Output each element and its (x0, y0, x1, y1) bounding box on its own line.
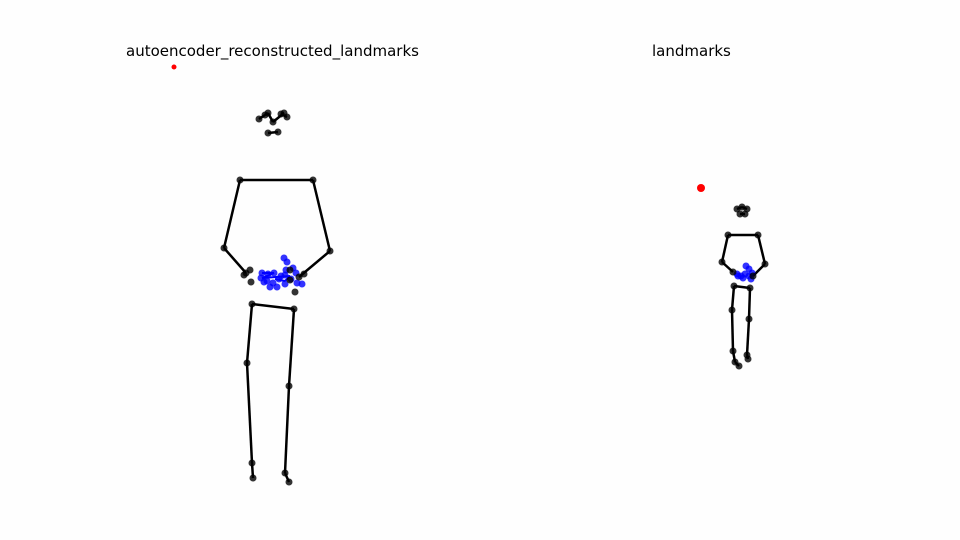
hand-landmark (266, 283, 274, 291)
pose-landmark (280, 109, 288, 117)
panel-landmarks (697, 184, 769, 370)
pose-landmark (718, 258, 726, 266)
pose-edge (730, 285, 736, 311)
hand-landmark (745, 265, 753, 273)
pose-landmark (736, 210, 744, 218)
pose-landmark (286, 266, 294, 274)
pose-landmark (243, 359, 251, 367)
pose-landmark (248, 459, 256, 467)
pose-landmark (291, 288, 299, 296)
pose-edge (745, 318, 751, 356)
pose-landmark (286, 276, 294, 284)
pose-landmark (246, 266, 254, 274)
pose-landmark (326, 247, 334, 255)
pose-landmark (744, 355, 752, 363)
pose-edge (223, 247, 247, 274)
pose-landmark (724, 231, 732, 239)
pose-edge (245, 303, 254, 364)
pose-landmark (749, 272, 757, 280)
pose-landmark (754, 231, 762, 239)
pose-landmark (729, 268, 737, 276)
hand-landmark (298, 280, 306, 288)
pose-edge (222, 179, 242, 249)
pose-landmark (300, 270, 308, 278)
hand-edge (274, 278, 286, 282)
pose-landmark (240, 271, 248, 279)
pose-landmark (285, 382, 293, 390)
pose-edge (251, 302, 295, 311)
hand-landmark (734, 272, 742, 280)
pose-landmark (290, 305, 298, 313)
pose-edge (747, 287, 752, 320)
hand-landmark (281, 280, 289, 288)
pose-edge (730, 309, 735, 352)
pose-landmark (247, 278, 255, 286)
pose-landmark (264, 129, 272, 137)
hand-landmark (260, 278, 268, 286)
pose-landmark (281, 469, 289, 477)
hand-landmark (273, 283, 281, 291)
panel-title-landmarks: landmarks (652, 42, 731, 60)
panel-title-reconstructed: autoencoder_reconstructed_landmarks (126, 42, 419, 60)
pose-landmark (730, 282, 738, 290)
pose-landmark (249, 474, 257, 482)
pose-landmark (274, 128, 282, 136)
pose-landmark (746, 284, 754, 292)
pose-landmark (745, 315, 753, 323)
pose-landmark (248, 300, 256, 308)
pose-landmark (728, 306, 736, 314)
pose-edge (283, 385, 291, 474)
pose-landmark (236, 176, 244, 184)
pose-landmark (741, 210, 749, 218)
hand-landmark (283, 258, 291, 266)
red-marker (697, 184, 705, 192)
pose-landmark (220, 244, 228, 252)
pose-landmark (761, 260, 769, 268)
panel-reconstructed (171, 64, 334, 486)
pose-landmark (285, 478, 293, 486)
pose-edge (720, 234, 730, 263)
pose-landmark (735, 362, 743, 370)
pose-edge (245, 362, 254, 464)
pose-edge (756, 234, 767, 265)
red-marker (171, 64, 177, 70)
pose-edge (311, 179, 332, 252)
pose-landmark (309, 176, 317, 184)
pose-edge (287, 308, 296, 387)
hand-edge (261, 275, 291, 279)
pose-landmark (269, 118, 277, 126)
pose-landmark (729, 347, 737, 355)
pose-landmark (264, 109, 272, 117)
pose-landmark (255, 115, 263, 123)
